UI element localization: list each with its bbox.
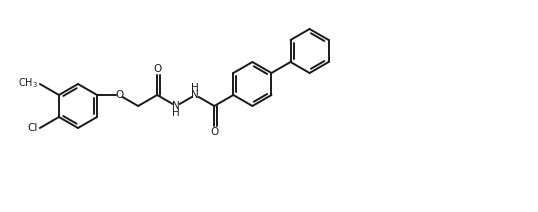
Text: O: O	[115, 90, 123, 100]
Text: CH$_3$: CH$_3$	[18, 76, 38, 90]
Text: O: O	[153, 64, 161, 74]
Text: O: O	[210, 127, 218, 137]
Text: H: H	[192, 83, 199, 93]
Text: N: N	[192, 90, 199, 100]
Text: N: N	[172, 101, 180, 111]
Text: H: H	[172, 108, 180, 118]
Text: Cl: Cl	[27, 123, 38, 133]
